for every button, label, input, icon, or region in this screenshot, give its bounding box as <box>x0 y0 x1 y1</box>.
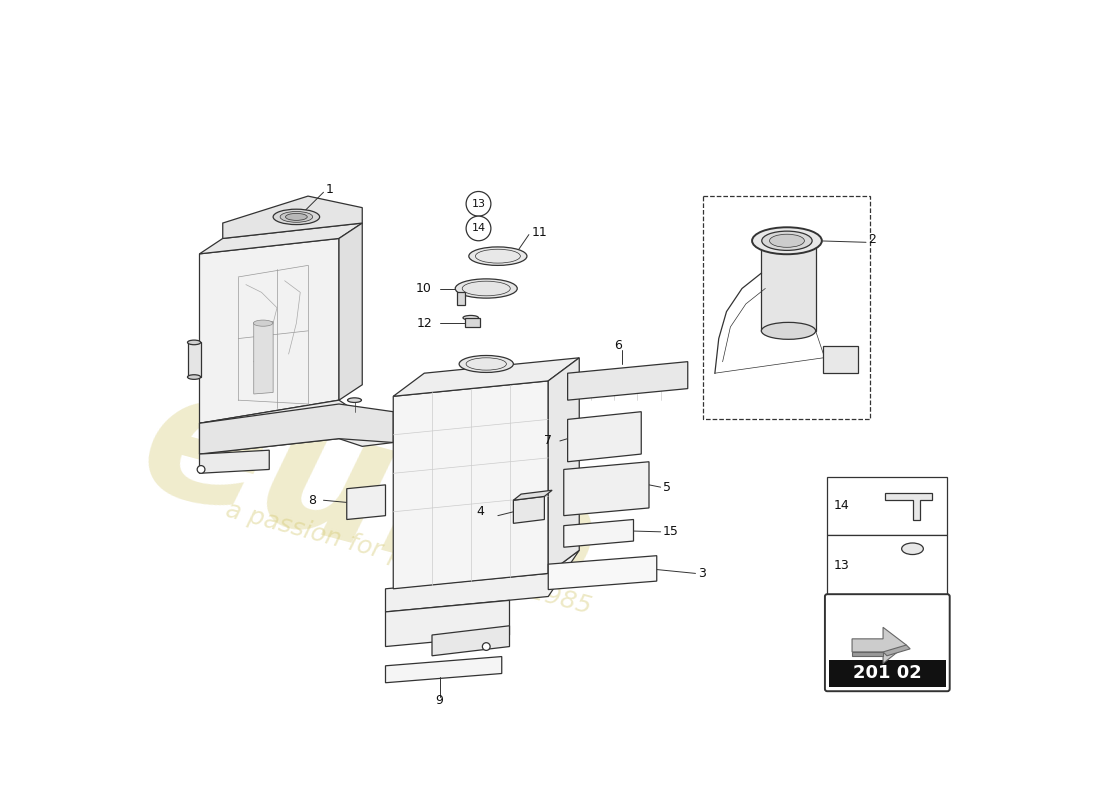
Text: 13: 13 <box>472 198 485 209</box>
Polygon shape <box>568 362 688 400</box>
Ellipse shape <box>187 374 200 379</box>
Polygon shape <box>548 358 580 574</box>
Polygon shape <box>385 657 502 682</box>
Ellipse shape <box>469 247 527 266</box>
Polygon shape <box>548 556 657 590</box>
Text: 10: 10 <box>416 282 432 295</box>
Text: 9: 9 <box>436 694 443 707</box>
Circle shape <box>466 216 491 241</box>
Polygon shape <box>514 496 544 523</box>
Bar <box>703 196 870 419</box>
Text: 6: 6 <box>614 339 622 352</box>
Ellipse shape <box>348 398 362 402</box>
Polygon shape <box>883 645 910 656</box>
Polygon shape <box>188 342 201 377</box>
Text: 5: 5 <box>663 481 671 494</box>
Text: 4: 4 <box>476 506 485 518</box>
Text: 11: 11 <box>531 226 547 238</box>
Ellipse shape <box>752 227 822 254</box>
Text: euro: euro <box>123 351 617 642</box>
Text: 2: 2 <box>868 234 877 246</box>
Ellipse shape <box>762 231 812 250</box>
Polygon shape <box>568 412 641 462</box>
Polygon shape <box>514 490 552 500</box>
Polygon shape <box>563 462 649 516</box>
Circle shape <box>466 191 491 216</box>
Ellipse shape <box>187 340 200 345</box>
Ellipse shape <box>455 279 517 298</box>
Polygon shape <box>852 652 883 656</box>
Bar <box>828 660 946 687</box>
Ellipse shape <box>280 211 312 222</box>
Text: 201 02: 201 02 <box>852 665 922 682</box>
Polygon shape <box>199 450 270 474</box>
Polygon shape <box>199 400 394 454</box>
Polygon shape <box>394 381 548 589</box>
Circle shape <box>483 642 491 650</box>
Polygon shape <box>456 292 464 306</box>
Text: 15: 15 <box>663 526 679 538</box>
Ellipse shape <box>286 214 307 220</box>
Polygon shape <box>385 600 509 646</box>
Polygon shape <box>824 346 858 373</box>
Polygon shape <box>199 404 394 454</box>
Polygon shape <box>199 223 362 254</box>
Ellipse shape <box>770 234 804 247</box>
Polygon shape <box>432 626 509 656</box>
Polygon shape <box>886 493 932 519</box>
Polygon shape <box>385 550 580 612</box>
Bar <box>827 535 947 597</box>
Ellipse shape <box>273 209 320 225</box>
Text: 7: 7 <box>544 434 552 447</box>
Text: 3: 3 <box>697 567 706 580</box>
Text: 8: 8 <box>308 494 316 506</box>
Text: 14: 14 <box>472 223 485 234</box>
Ellipse shape <box>761 322 815 339</box>
Ellipse shape <box>463 315 478 320</box>
Polygon shape <box>761 241 815 331</box>
Ellipse shape <box>253 320 273 326</box>
Text: a passion for parts since 1985: a passion for parts since 1985 <box>223 498 594 618</box>
Polygon shape <box>339 223 362 400</box>
Ellipse shape <box>459 355 514 373</box>
Polygon shape <box>394 358 580 396</box>
Bar <box>827 477 947 535</box>
Text: 13: 13 <box>834 559 849 572</box>
Polygon shape <box>852 627 906 663</box>
Text: 12: 12 <box>416 317 432 330</box>
Polygon shape <box>563 519 634 547</box>
Polygon shape <box>346 485 385 519</box>
Text: 1: 1 <box>326 183 333 197</box>
Polygon shape <box>222 196 362 238</box>
Polygon shape <box>199 238 339 423</box>
Polygon shape <box>464 318 480 327</box>
Ellipse shape <box>902 543 923 554</box>
Circle shape <box>197 466 205 474</box>
Polygon shape <box>254 322 273 394</box>
Text: 14: 14 <box>834 499 849 512</box>
FancyBboxPatch shape <box>825 594 949 691</box>
